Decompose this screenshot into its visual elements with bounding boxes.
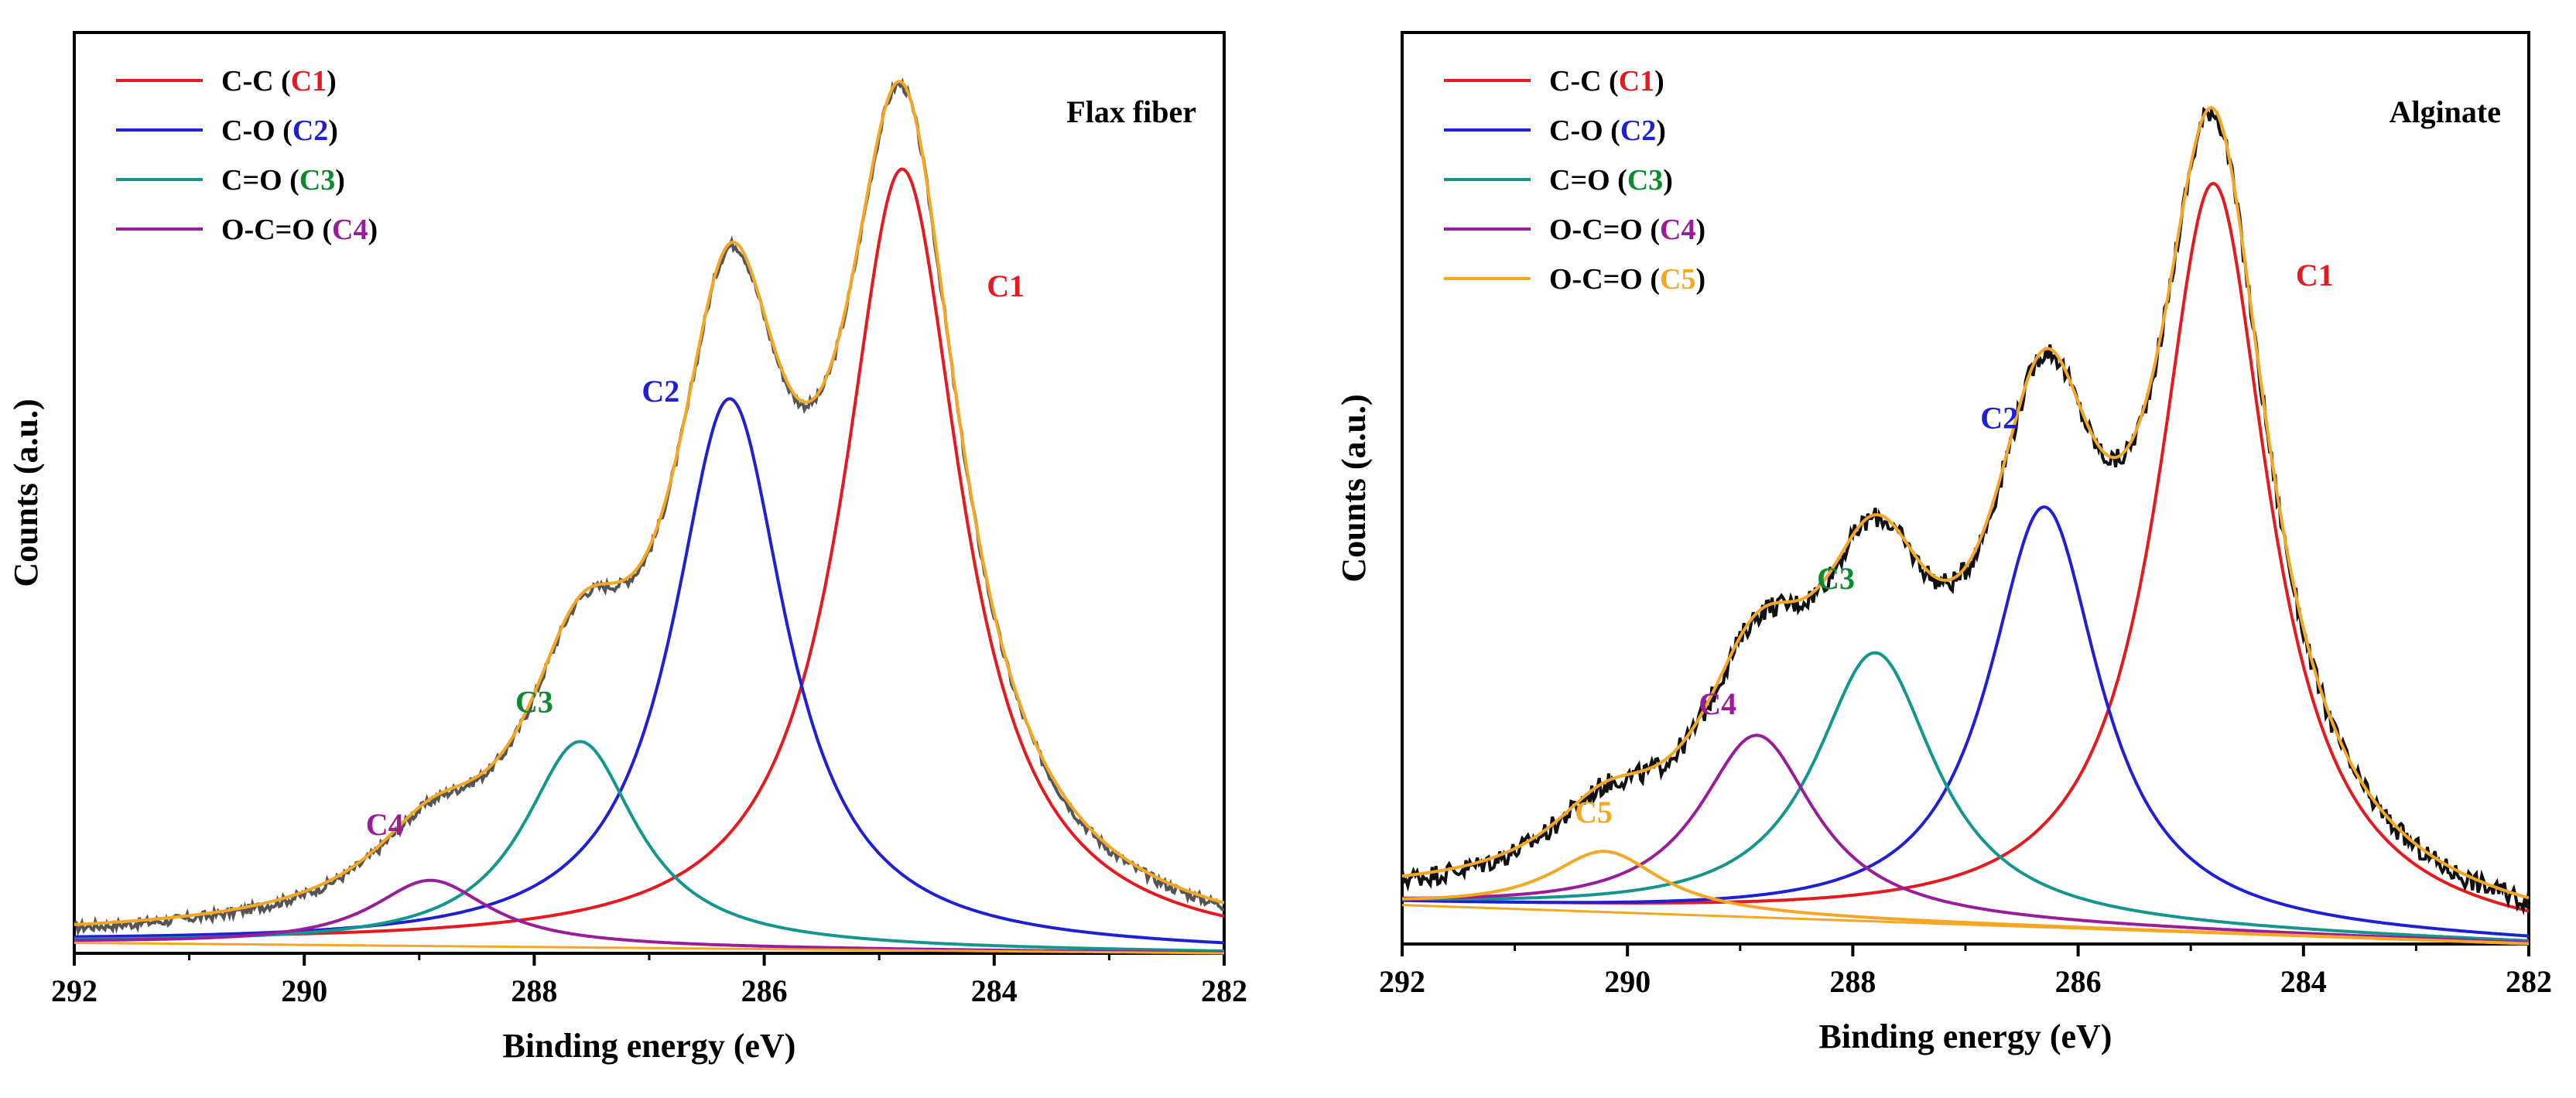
legend-close-paren: ) xyxy=(1656,115,1666,147)
x-tick-label: 288 xyxy=(1829,964,1876,999)
x-axis-title: Binding energy (eV) xyxy=(1819,1018,2112,1055)
x-tick-label: 286 xyxy=(741,973,788,1008)
legend-peak-id: C3 xyxy=(1627,164,1663,197)
x-tick-label: 288 xyxy=(511,973,557,1008)
component-c4-curve xyxy=(1402,734,2530,945)
x-tick-label: 282 xyxy=(2506,964,2552,999)
peak-label-c1: C1 xyxy=(987,269,1025,303)
legend-open-paren: ( xyxy=(282,164,299,197)
legend-peak-id: C1 xyxy=(291,65,327,97)
legend-formula: O-C=O xyxy=(1549,214,1643,246)
legend-close-paren: ) xyxy=(1695,214,1705,246)
panel-title: Flax fiber xyxy=(1066,94,1196,129)
legend-formula: C-C xyxy=(1549,65,1602,97)
component-c3-curve xyxy=(1402,651,2530,942)
legend-entry-c5: O-C=O (C5) xyxy=(1549,263,1705,296)
x-tick-label: 292 xyxy=(51,973,97,1008)
legend-formula: C=O xyxy=(221,164,282,197)
legend-entry-c2: C-O (C2) xyxy=(1549,115,1666,147)
legend-formula: C=O xyxy=(1549,164,1610,197)
x-tick-label: 284 xyxy=(2280,964,2327,999)
legend-close-paren: ) xyxy=(335,164,345,197)
legend-open-paren: ( xyxy=(1602,65,1619,97)
legend-open-paren: ( xyxy=(274,65,291,97)
legend-close-paren: ) xyxy=(327,65,337,97)
component-c2-curve xyxy=(74,397,1225,945)
x-tick-label: 286 xyxy=(2055,964,2102,999)
alginate-panel: 292 290 288 286 284 282 Binding energy (eV) Cou… xyxy=(1335,31,2552,1055)
legend-entry-c1: C-C (C1) xyxy=(221,65,337,97)
legend-close-paren: ) xyxy=(1695,263,1705,296)
y-axis-title: Counts (a.u.) xyxy=(7,398,45,587)
legend-close-paren: ) xyxy=(1654,65,1664,97)
peak-label-c2: C2 xyxy=(1980,401,2018,436)
background-line xyxy=(74,941,1224,955)
legend-peak-id: C5 xyxy=(1660,263,1695,296)
legend-close-paren: ) xyxy=(1663,164,1673,197)
legend-formula: O-C=O xyxy=(1549,263,1643,296)
legend-peak-id: C4 xyxy=(1660,214,1695,246)
legend-open-paren: ( xyxy=(1643,263,1660,296)
legend-close-paren: ) xyxy=(368,214,378,246)
panel-title: Alginate xyxy=(2390,94,2501,129)
x-tick-label: 290 xyxy=(281,973,327,1008)
legend-open-paren: ( xyxy=(275,115,292,147)
legend-peak-id: C4 xyxy=(332,214,368,246)
flax-fiber-panel: 292 290 288 286 284 282 Binding energy (eV) Cou… xyxy=(7,31,1247,1065)
peak-label-c4: C4 xyxy=(366,807,404,842)
legend-peak-id: C2 xyxy=(1620,115,1656,147)
legend-open-paren: ( xyxy=(1610,164,1627,197)
legend-entry-c2: C-O (C2) xyxy=(221,115,338,147)
envelope-line xyxy=(74,80,1225,926)
x-axis-title: Binding energy (eV) xyxy=(503,1027,796,1065)
peak-label-c3: C3 xyxy=(1817,561,1855,596)
legend-peak-id: C1 xyxy=(1619,65,1654,97)
legend-entry-c1: C-C (C1) xyxy=(1549,65,1664,97)
envelope-line xyxy=(1401,106,2530,900)
x-tick-label: 290 xyxy=(1604,964,1651,999)
y-axis-title: Counts (a.u.) xyxy=(1335,394,1373,582)
legend-open-paren: ( xyxy=(1603,115,1620,147)
legend-close-paren: ) xyxy=(328,115,338,147)
legend-formula: C-C xyxy=(221,65,274,97)
component-c2-curve xyxy=(1401,505,2530,938)
legend-peak-id: C3 xyxy=(299,164,335,197)
legend-peak-id: C2 xyxy=(292,115,328,147)
legend-open-paren: ( xyxy=(1643,214,1660,246)
peak-label-c1: C1 xyxy=(2296,258,2334,292)
x-tick-label: 282 xyxy=(1201,973,1247,1008)
legend-open-paren: ( xyxy=(315,214,332,246)
peak-label-c3: C3 xyxy=(515,685,553,720)
legend-entry-c4: O-C=O (C4) xyxy=(221,214,378,246)
legend-formula: O-C=O xyxy=(221,214,315,246)
legend-entry-c3: C=O (C3) xyxy=(1549,164,1673,197)
raw-data-line xyxy=(1401,105,2530,915)
peak-label-c4: C4 xyxy=(1699,686,1736,721)
legend-formula: C-O xyxy=(221,115,275,147)
legend-entry-c4: O-C=O (C4) xyxy=(1549,214,1705,246)
x-tick-label: 284 xyxy=(971,973,1018,1008)
peak-label-c2: C2 xyxy=(641,374,679,409)
x-tick-label: 292 xyxy=(1379,964,1425,999)
background-line xyxy=(1401,904,2530,946)
peak-label-c5: C5 xyxy=(1575,795,1613,829)
legend-formula: C-O xyxy=(1549,115,1603,147)
legend-entry-c3: C=O (C3) xyxy=(221,164,345,197)
